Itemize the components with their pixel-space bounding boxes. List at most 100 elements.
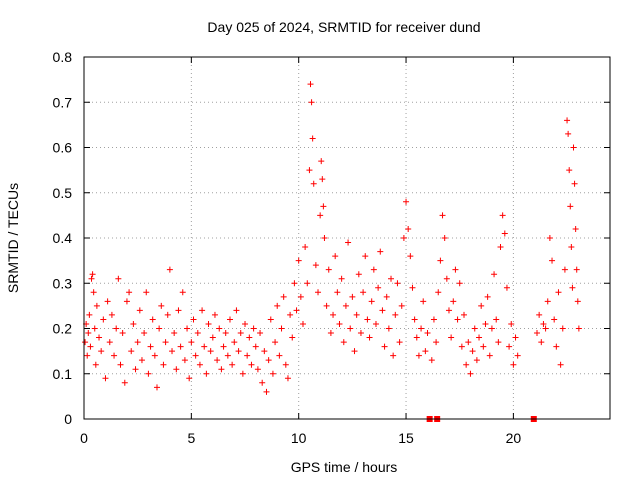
data-point [156, 325, 163, 332]
data-point [259, 379, 266, 386]
data-point [123, 298, 130, 305]
data-point [220, 343, 227, 350]
data-point [362, 253, 369, 260]
data-point [355, 271, 362, 278]
data-point [478, 302, 485, 309]
data-point [418, 325, 425, 332]
data-point [117, 361, 124, 368]
data-point [467, 370, 474, 377]
data-point [480, 343, 487, 350]
data-point [413, 334, 420, 341]
data-point [315, 289, 322, 296]
data-point [128, 348, 135, 355]
data-point [486, 352, 493, 359]
data-point [149, 316, 156, 323]
data-point [551, 316, 558, 323]
data-point [465, 339, 472, 346]
data-point [261, 348, 268, 355]
data-point [263, 388, 270, 395]
data-point [325, 266, 332, 273]
data-point [452, 266, 459, 273]
data-point [205, 320, 212, 327]
data-point [113, 325, 120, 332]
data-point [491, 271, 498, 278]
data-point [390, 352, 397, 359]
x-tick-label: 0 [80, 430, 88, 446]
data-point [307, 81, 314, 88]
data-point [308, 99, 315, 106]
data-point [364, 316, 371, 323]
data-point [370, 266, 377, 273]
data-point [93, 302, 100, 309]
data-point [188, 339, 195, 346]
data-point [456, 280, 463, 287]
data-point [175, 307, 182, 314]
data-point [312, 262, 319, 269]
data-point [564, 117, 571, 124]
data-point [439, 212, 446, 219]
data-point [424, 330, 431, 337]
data-point [304, 280, 311, 287]
data-point [169, 348, 176, 355]
data-point [96, 334, 103, 341]
data-point [160, 361, 167, 368]
data-point [147, 343, 154, 350]
data-point [561, 266, 568, 273]
data-point [88, 275, 95, 282]
data-point [454, 316, 461, 323]
data-point [295, 257, 302, 264]
data-point [463, 361, 470, 368]
data-point [482, 320, 489, 327]
data-point [90, 289, 97, 296]
data-point [338, 275, 345, 282]
data-point [293, 307, 300, 314]
data-point [400, 235, 407, 241]
data-point [229, 361, 236, 368]
data-point [317, 212, 324, 219]
data-point [420, 298, 427, 305]
data-point [203, 370, 210, 377]
data-point [231, 339, 238, 346]
data-points [82, 81, 582, 395]
data-point [437, 257, 444, 264]
data-point [100, 316, 107, 323]
data-point [336, 320, 343, 327]
data-point [415, 352, 422, 359]
data-point [476, 334, 483, 341]
data-point [186, 375, 193, 382]
data-point [106, 339, 113, 346]
data-point [246, 334, 253, 341]
data-point [196, 361, 203, 368]
data-point [572, 225, 579, 232]
data-point [237, 330, 244, 337]
data-point [368, 298, 375, 305]
data-point [396, 339, 403, 346]
data-point [181, 357, 188, 364]
data-point [265, 357, 272, 364]
data-point [153, 384, 160, 391]
data-point [132, 366, 139, 373]
data-point [138, 357, 145, 364]
data-point [497, 244, 504, 251]
data-point [443, 275, 450, 282]
data-point [546, 235, 553, 241]
y-tick-label: 0.2 [53, 321, 73, 337]
data-point [495, 339, 502, 346]
y-tick-label: 0.3 [53, 275, 73, 291]
data-point [85, 330, 92, 337]
data-point [540, 320, 547, 327]
data-point [534, 330, 541, 337]
data-point [321, 235, 328, 241]
data-point [407, 253, 414, 260]
data-point [512, 334, 519, 341]
data-point [158, 302, 165, 309]
data-point [126, 289, 133, 296]
data-point [342, 302, 349, 309]
data-point [289, 334, 296, 341]
data-point [134, 339, 141, 346]
data-point [299, 320, 306, 327]
data-point [542, 325, 549, 332]
data-point [173, 366, 180, 373]
data-point [184, 325, 191, 332]
data-point [284, 375, 291, 382]
